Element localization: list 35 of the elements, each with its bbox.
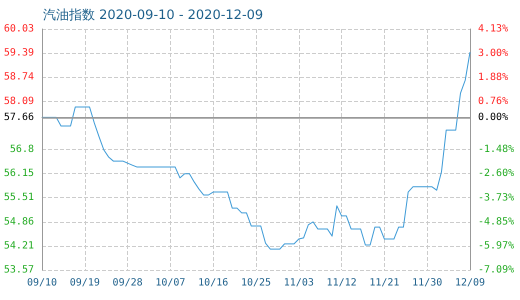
y-tick-label: 59.39: [4, 47, 34, 58]
y2-tick-label: -3.73%: [478, 192, 514, 204]
x-tick-label: 11/03: [284, 278, 314, 288]
y-tick-label: 60.03: [4, 24, 34, 34]
y2-tick-label: -7.09%: [478, 264, 514, 276]
x-tick-label: 11/12: [326, 278, 357, 288]
y2-tick-label: 4.13%: [478, 24, 508, 34]
x-tick-label: 10/16: [198, 278, 228, 288]
y2-tick-label: -1.48%: [478, 144, 514, 155]
x-tick-label: 11/21: [369, 278, 400, 288]
chart-title: 汽油指数 2020-09-10 - 2020-12-09: [43, 8, 264, 23]
x-tick-label: 10/07: [155, 278, 186, 288]
x-tick-label: 12/09: [454, 278, 486, 288]
y2-tick-label: -2.60%: [478, 168, 514, 180]
x-tick-label: 09/19: [70, 278, 100, 288]
y2-tick-label: -4.85%: [478, 216, 514, 228]
y-tick-label: 58.09: [4, 96, 34, 107]
x-tick-label: 09/28: [112, 278, 143, 288]
y2-tick-label: 1.88%: [478, 72, 508, 83]
x-tick-label: 11/30: [412, 278, 442, 288]
line-series: [42, 52, 470, 250]
y-tick-label: 54.21: [4, 240, 34, 252]
y-tick-label: 56.8: [10, 144, 34, 155]
y-tick-label: 54.86: [4, 216, 34, 228]
y-tick-label: 56.15: [4, 168, 34, 180]
y2-tick-label: 0.00%: [478, 112, 508, 124]
y2-tick-label: -5.97%: [478, 240, 514, 252]
y2-tick-label: 3.00%: [478, 48, 508, 59]
y-tick-label: 58.74: [4, 72, 34, 83]
x-tick-label: 09/10: [26, 278, 58, 288]
y-tick-label: 57.66: [4, 112, 34, 123]
y2-tick-label: 0.76%: [478, 96, 508, 107]
x-tick-label: 10/25: [240, 278, 272, 288]
y-tick-label: 55.51: [4, 192, 34, 204]
y-tick-label: 53.57: [4, 264, 34, 276]
